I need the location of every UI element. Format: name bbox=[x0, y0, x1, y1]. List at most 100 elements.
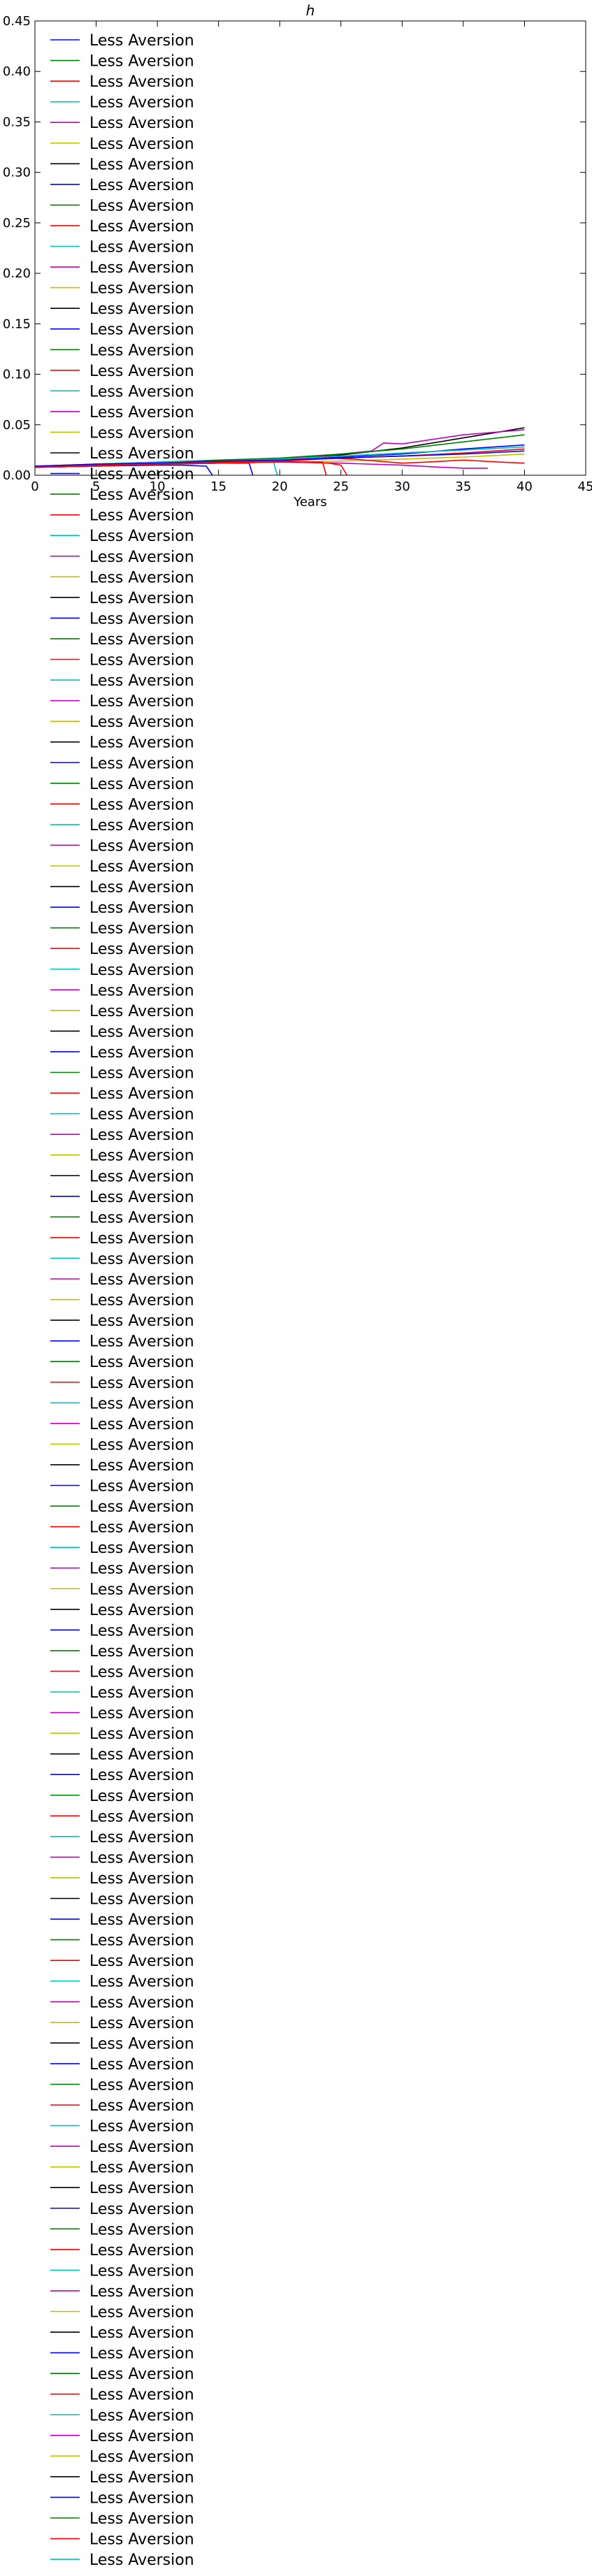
legend-item: Less Aversion bbox=[50, 796, 194, 813]
y-tick-label: 0.20 bbox=[3, 266, 31, 281]
legend-item: Less Aversion bbox=[50, 1870, 194, 1888]
legend-label: Less Aversion bbox=[89, 177, 194, 194]
legend-label: Less Aversion bbox=[89, 383, 194, 400]
x-tick-label: 5 bbox=[92, 479, 100, 494]
legend-item: Less Aversion bbox=[50, 879, 194, 897]
legend-item: Less Aversion bbox=[50, 1725, 194, 1743]
y-tick-label: 0.10 bbox=[3, 368, 31, 382]
legend-item: Less Aversion bbox=[50, 1974, 194, 1991]
legend-item: Less Aversion bbox=[50, 1932, 194, 1950]
legend-item: Less Aversion bbox=[50, 1498, 194, 1516]
legend-item: Less Aversion bbox=[50, 1354, 194, 1371]
legend-label: Less Aversion bbox=[89, 672, 194, 690]
series-line-8 bbox=[34, 450, 525, 467]
legend-label: Less Aversion bbox=[89, 1189, 194, 1206]
legend-label: Less Aversion bbox=[89, 1767, 194, 1784]
legend-item: Less Aversion bbox=[50, 507, 194, 525]
legend-label: Less Aversion bbox=[89, 941, 194, 958]
legend-item: Less Aversion bbox=[50, 610, 194, 628]
legend-item: Less Aversion bbox=[50, 259, 194, 277]
legend-label: Less Aversion bbox=[89, 2304, 194, 2322]
y-tick-label: 0.25 bbox=[3, 216, 31, 231]
chart-title: h bbox=[306, 2, 315, 19]
legend-item: Less Aversion bbox=[50, 1106, 194, 1124]
legend-item: Less Aversion bbox=[50, 2469, 194, 2487]
legend-item: Less Aversion bbox=[50, 2428, 194, 2445]
legend-item: Less Aversion bbox=[50, 1994, 194, 2011]
legend-item: Less Aversion bbox=[50, 2387, 194, 2404]
legend-label: Less Aversion bbox=[89, 2015, 194, 2032]
legend-item: Less Aversion bbox=[50, 2056, 194, 2074]
legend-label: Less Aversion bbox=[89, 1974, 194, 1991]
legend-item: Less Aversion bbox=[50, 549, 194, 566]
legend-item: Less Aversion bbox=[50, 1292, 194, 1310]
legend-label: Less Aversion bbox=[89, 1519, 194, 1537]
legend-item: Less Aversion bbox=[50, 1189, 194, 1206]
legend-item: Less Aversion bbox=[50, 239, 194, 256]
legend-label: Less Aversion bbox=[89, 735, 194, 752]
x-tick-label: 10 bbox=[150, 479, 166, 494]
legend-label: Less Aversion bbox=[89, 53, 194, 71]
legend-item: Less Aversion bbox=[50, 858, 194, 876]
legend-label: Less Aversion bbox=[89, 424, 194, 442]
legend-item: Less Aversion bbox=[50, 1643, 194, 1660]
legend-item: Less Aversion bbox=[50, 2283, 194, 2301]
legend-item: Less Aversion bbox=[50, 2201, 194, 2218]
legend-label: Less Aversion bbox=[89, 1312, 194, 1330]
plot-frame bbox=[34, 20, 586, 476]
legend-label: Less Aversion bbox=[89, 1436, 194, 1454]
legend-label: Less Aversion bbox=[89, 218, 194, 236]
legend-label: Less Aversion bbox=[89, 1663, 194, 1681]
legend-label: Less Aversion bbox=[89, 693, 194, 711]
legend-item: Less Aversion bbox=[50, 2304, 194, 2322]
legend-item: Less Aversion bbox=[50, 735, 194, 752]
legend-item: Less Aversion bbox=[50, 714, 194, 731]
legend-label: Less Aversion bbox=[89, 2097, 194, 2115]
legend-label: Less Aversion bbox=[89, 115, 194, 132]
legend-label: Less Aversion bbox=[89, 1478, 194, 1496]
y-tick-label: 0.35 bbox=[3, 115, 31, 129]
legend-label: Less Aversion bbox=[89, 1209, 194, 1227]
legend-label: Less Aversion bbox=[89, 1540, 194, 1557]
legend-item: Less Aversion bbox=[50, 73, 194, 91]
legend-label: Less Aversion bbox=[89, 1849, 194, 1867]
y-tick-label: 0.30 bbox=[3, 166, 31, 180]
legend-item: Less Aversion bbox=[50, 1395, 194, 1412]
legend-item: Less Aversion bbox=[50, 1581, 194, 1598]
legend-item: Less Aversion bbox=[50, 1250, 194, 1268]
legend-label: Less Aversion bbox=[89, 2221, 194, 2238]
legend-label: Less Aversion bbox=[89, 1581, 194, 1598]
legend-item: Less Aversion bbox=[50, 1003, 194, 1020]
legend-label: Less Aversion bbox=[89, 1498, 194, 1516]
legend-label: Less Aversion bbox=[89, 982, 194, 999]
legend-item: Less Aversion bbox=[50, 569, 194, 586]
legend-item: Less Aversion bbox=[50, 2242, 194, 2259]
legend-item: Less Aversion bbox=[50, 817, 194, 834]
x-tick-label: 20 bbox=[272, 479, 288, 494]
legend-label: Less Aversion bbox=[89, 1292, 194, 1310]
legend-item: Less Aversion bbox=[50, 2221, 194, 2238]
legend-item: Less Aversion bbox=[50, 1209, 194, 1227]
legend-item: Less Aversion bbox=[50, 693, 194, 711]
y-tick-label: 0.15 bbox=[3, 317, 31, 331]
legend-label: Less Aversion bbox=[89, 32, 194, 50]
legend-label: Less Aversion bbox=[89, 197, 194, 215]
legend-item: Less Aversion bbox=[50, 1684, 194, 1702]
legend-item: Less Aversion bbox=[50, 2139, 194, 2156]
legend-label: Less Aversion bbox=[89, 301, 194, 318]
legend-label: Less Aversion bbox=[89, 610, 194, 628]
legend-label: Less Aversion bbox=[89, 549, 194, 566]
legend-item: Less Aversion bbox=[50, 156, 194, 173]
legend-item: Less Aversion bbox=[50, 218, 194, 236]
y-tick-label: 0.45 bbox=[3, 14, 31, 29]
legend-item: Less Aversion bbox=[50, 2180, 194, 2197]
legend-label: Less Aversion bbox=[89, 1127, 194, 1144]
legend-label: Less Aversion bbox=[89, 2552, 194, 2569]
legend-item: Less Aversion bbox=[50, 383, 194, 400]
legend-label: Less Aversion bbox=[89, 2531, 194, 2549]
legend-label: Less Aversion bbox=[89, 1953, 194, 1970]
legend-label: Less Aversion bbox=[89, 796, 194, 813]
legend-label: Less Aversion bbox=[89, 1354, 194, 1371]
legend-label: Less Aversion bbox=[89, 920, 194, 938]
legend-item: Less Aversion bbox=[50, 776, 194, 793]
